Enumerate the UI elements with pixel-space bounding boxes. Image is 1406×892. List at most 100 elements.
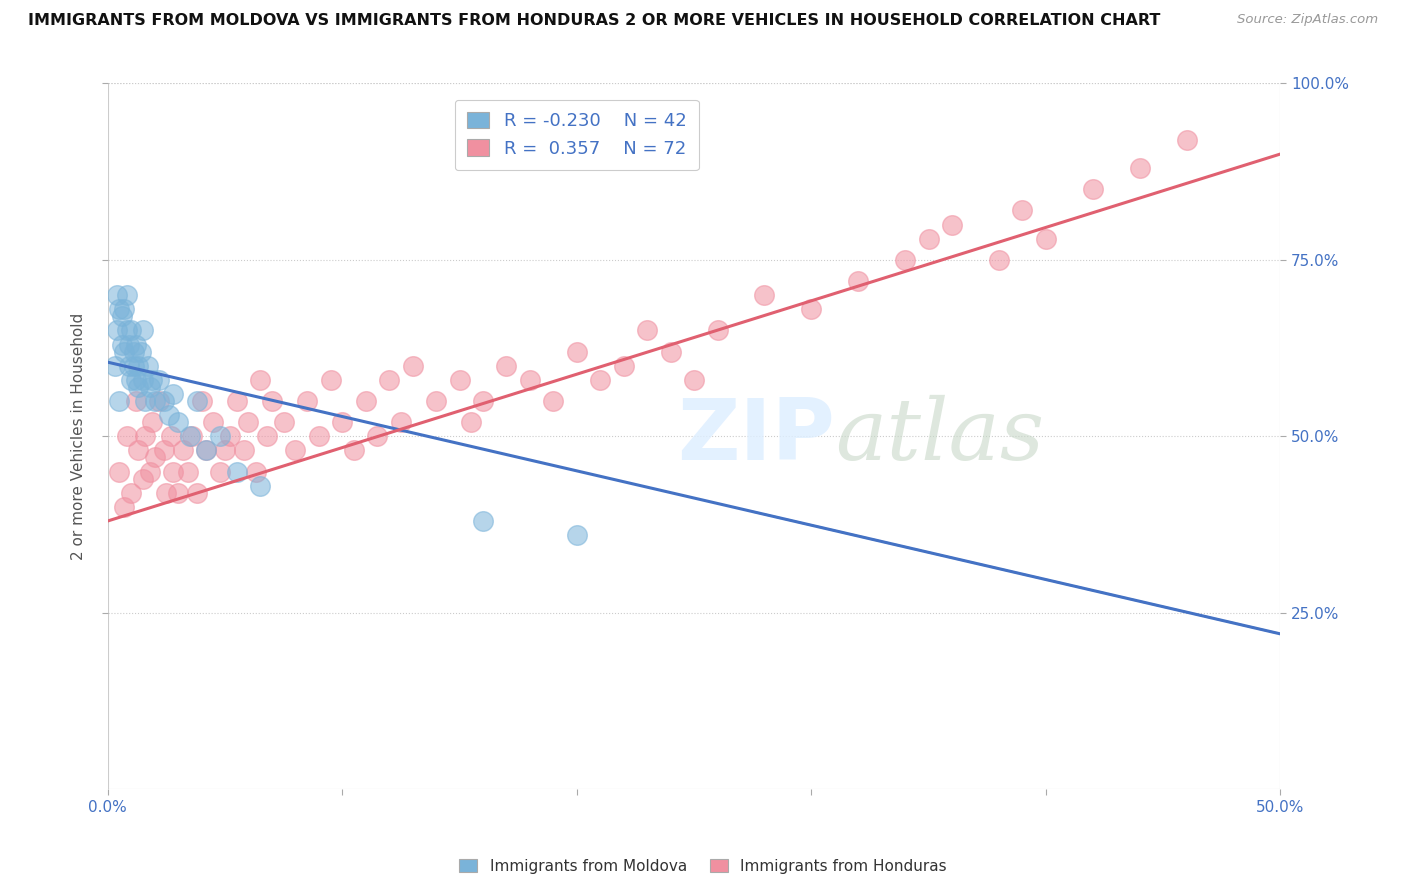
Point: [202, 415, 225, 429]
Point: [232, 443, 254, 458]
Point: [378, 373, 401, 387]
Point: [157, 408, 180, 422]
Point: [115, 288, 138, 302]
Point: [139, 465, 162, 479]
Point: [125, 394, 148, 409]
Point: [565, 344, 588, 359]
Point: [136, 359, 159, 373]
Point: [389, 415, 412, 429]
Point: [125, 373, 148, 387]
Point: [148, 394, 170, 409]
Point: [132, 472, 155, 486]
Point: [245, 465, 267, 479]
Text: atlas: atlas: [835, 395, 1043, 477]
Point: [118, 359, 141, 373]
Point: [401, 359, 423, 373]
Point: [495, 359, 517, 373]
Point: [894, 252, 917, 267]
Point: [195, 443, 218, 458]
Point: [366, 429, 388, 443]
Point: [186, 394, 208, 409]
Point: [249, 478, 271, 492]
Point: [118, 337, 141, 351]
Point: [181, 429, 204, 443]
Point: [167, 415, 190, 429]
Point: [260, 394, 283, 409]
Point: [120, 323, 142, 337]
Point: [1129, 161, 1152, 175]
Point: [195, 443, 218, 458]
Point: [167, 485, 190, 500]
Text: ZIP: ZIP: [678, 395, 835, 478]
Point: [120, 373, 142, 387]
Y-axis label: 2 or more Vehicles in Household: 2 or more Vehicles in Household: [72, 313, 86, 560]
Point: [179, 429, 201, 443]
Point: [754, 288, 776, 302]
Point: [186, 485, 208, 500]
Point: [1035, 232, 1057, 246]
Point: [214, 443, 236, 458]
Legend: Immigrants from Moldova, Immigrants from Honduras: Immigrants from Moldova, Immigrants from…: [453, 853, 953, 880]
Point: [153, 394, 176, 409]
Point: [589, 373, 612, 387]
Point: [132, 373, 155, 387]
Point: [105, 323, 128, 337]
Point: [225, 394, 247, 409]
Point: [249, 373, 271, 387]
Point: [225, 465, 247, 479]
Point: [354, 394, 377, 409]
Point: [139, 380, 162, 394]
Point: [636, 323, 658, 337]
Point: [308, 429, 330, 443]
Legend: R = -0.230    N = 42, R =  0.357    N = 72: R = -0.230 N = 42, R = 0.357 N = 72: [454, 100, 699, 170]
Point: [472, 514, 495, 528]
Point: [460, 415, 482, 429]
Point: [319, 373, 342, 387]
Point: [800, 302, 823, 317]
Point: [209, 429, 232, 443]
Point: [1011, 203, 1033, 218]
Point: [295, 394, 318, 409]
Point: [115, 429, 138, 443]
Point: [108, 394, 131, 409]
Point: [176, 465, 198, 479]
Point: [238, 415, 260, 429]
Point: [127, 359, 149, 373]
Point: [134, 429, 156, 443]
Point: [162, 465, 184, 479]
Point: [122, 359, 145, 373]
Point: [148, 373, 170, 387]
Point: [141, 415, 163, 429]
Point: [111, 337, 134, 351]
Point: [153, 443, 176, 458]
Point: [343, 443, 366, 458]
Point: [330, 415, 353, 429]
Text: IMMIGRANTS FROM MOLDOVA VS IMMIGRANTS FROM HONDURAS 2 OR MORE VEHICLES IN HOUSEH: IMMIGRANTS FROM MOLDOVA VS IMMIGRANTS FR…: [28, 13, 1160, 29]
Point: [125, 337, 148, 351]
Point: [941, 218, 963, 232]
Point: [1081, 182, 1104, 196]
Point: [613, 359, 636, 373]
Point: [172, 443, 194, 458]
Point: [127, 380, 149, 394]
Point: [141, 373, 163, 387]
Point: [706, 323, 728, 337]
Point: [160, 429, 183, 443]
Point: [111, 310, 134, 324]
Point: [273, 415, 295, 429]
Point: [108, 465, 131, 479]
Point: [284, 443, 307, 458]
Point: [209, 465, 232, 479]
Point: [134, 394, 156, 409]
Text: Source: ZipAtlas.com: Source: ZipAtlas.com: [1237, 13, 1378, 27]
Point: [105, 288, 128, 302]
Point: [104, 359, 127, 373]
Point: [129, 344, 152, 359]
Point: [519, 373, 541, 387]
Point: [1175, 133, 1198, 147]
Point: [543, 394, 565, 409]
Point: [132, 323, 155, 337]
Point: [112, 344, 135, 359]
Point: [108, 302, 131, 317]
Point: [155, 485, 177, 500]
